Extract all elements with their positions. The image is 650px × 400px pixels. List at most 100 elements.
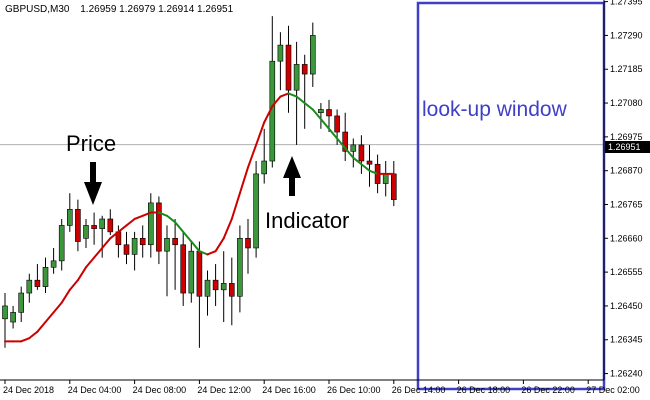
candle (67, 193, 73, 232)
chart-symbol: GBPUSD,M30 (5, 4, 70, 15)
y-axis: 1.27395 1.27290 1.27185 1.27080 1.26975 1.268… (604, 0, 643, 379)
candle-body (83, 225, 89, 239)
indicator-segment (28, 330, 39, 340)
candle (188, 241, 195, 303)
candle (245, 218, 251, 274)
indicator-segment (76, 266, 87, 282)
candle (75, 199, 81, 252)
indicator-segment (198, 250, 209, 256)
x-tick-label: 27 Dec 02:00 (586, 385, 640, 395)
candle (18, 286, 25, 323)
candle (26, 273, 33, 303)
indicator-segment (36, 321, 47, 333)
indicator-segment (206, 250, 217, 256)
candle-body (390, 173, 397, 200)
candle-body (172, 238, 178, 246)
candle (212, 264, 219, 306)
candle-body (123, 244, 130, 255)
candle-body (26, 279, 33, 294)
candle-body (342, 131, 349, 152)
candle-body (253, 173, 259, 249)
current-price-tag-label: 1.26951 (608, 142, 641, 152)
candle-body (58, 225, 65, 262)
candle-body (261, 160, 268, 175)
indicator-segment (279, 92, 290, 98)
x-tick-label: 24 Dec 04:00 (68, 385, 122, 395)
candle-body (34, 279, 41, 287)
indicator-segment (68, 279, 79, 291)
indicator-segment (263, 105, 274, 124)
candle (180, 231, 186, 306)
x-tick-label: 26 Dec 10:00 (327, 385, 381, 395)
annotation-indicator: Indicator (265, 208, 349, 233)
annotation-price: Price (66, 131, 116, 156)
candle-body (131, 238, 138, 255)
candle-body (156, 202, 162, 252)
indicator-segment (238, 166, 249, 195)
candle (253, 161, 259, 258)
candle (285, 25, 292, 113)
candle-body (285, 44, 292, 91)
indicator-segment (109, 230, 120, 240)
indicator-segment (101, 237, 112, 249)
x-axis: 24 Dec 2018 24 Dec 04:00 24 Dec 08:00 24 De… (3, 380, 640, 395)
x-tick-label: 26 Dec 22:00 (521, 385, 575, 395)
candle-body (91, 225, 97, 229)
candle (277, 32, 284, 91)
candle-body (309, 35, 316, 75)
candle-body (318, 109, 324, 114)
candle (350, 138, 357, 168)
y-tick-label: 1.27185 (610, 64, 643, 74)
candle (301, 54, 308, 129)
indicator-group (4, 92, 395, 343)
y-tick-label: 1.26975 (610, 132, 643, 142)
indicator-segment (182, 230, 193, 243)
indicator-segment (133, 214, 144, 220)
candle-body (18, 292, 25, 313)
candle-body (204, 279, 211, 297)
candle (139, 225, 146, 258)
candle-body (326, 109, 332, 117)
candle (34, 264, 41, 290)
candle-body (245, 238, 251, 249)
indicator-segment (368, 169, 379, 175)
candle-body (334, 115, 340, 133)
candle (366, 144, 373, 187)
candle (10, 305, 16, 329)
x-tick-label: 24 Dec 08:00 (133, 385, 187, 395)
candle (107, 209, 114, 236)
candle-body (293, 64, 300, 91)
indicator-segment (174, 221, 185, 233)
candle (91, 212, 97, 245)
indicator-segment (287, 92, 298, 98)
candle-body (277, 44, 284, 62)
candle-body (229, 283, 235, 297)
candle (342, 112, 349, 162)
y-tick-label: 1.27080 (610, 98, 643, 108)
arrow-down-icon (84, 162, 102, 205)
candle (50, 247, 57, 274)
candle-body (301, 64, 308, 75)
indicator-segment (141, 211, 152, 217)
candle (326, 99, 332, 133)
candle-body (212, 279, 219, 291)
candle (58, 218, 65, 271)
candle (237, 225, 243, 313)
candle-body (42, 266, 49, 287)
candle (229, 257, 235, 326)
candle (123, 231, 130, 265)
candle-body (188, 250, 195, 294)
candle (318, 103, 324, 129)
indicator-segment (255, 121, 266, 146)
indicator-segment (157, 211, 168, 217)
x-tick-label: 26 Dec 14:00 (392, 385, 446, 395)
candle-body (350, 144, 357, 152)
y-tick-label: 1.27395 (610, 0, 643, 7)
candle-body (237, 238, 243, 297)
candle-body (366, 160, 373, 165)
y-tick-label: 1.26240 (610, 369, 643, 379)
candle (309, 22, 316, 87)
indicator-segment (311, 108, 322, 121)
candle-body (164, 238, 170, 252)
indicator-segment (52, 301, 63, 314)
